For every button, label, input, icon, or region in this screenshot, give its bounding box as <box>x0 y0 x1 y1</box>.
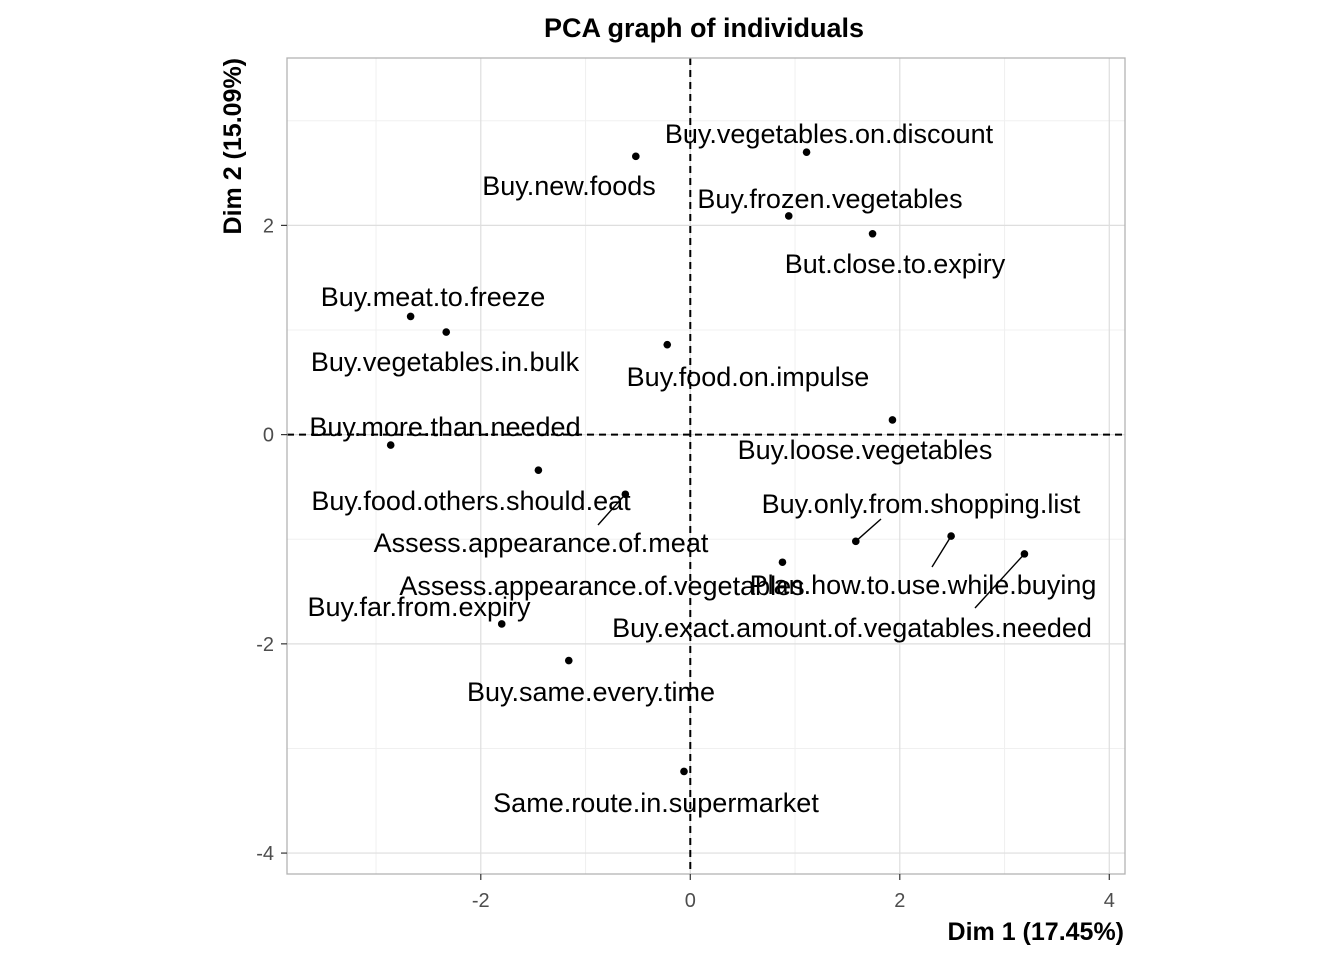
point-label-buy-frozen-vegetables: Buy.frozen.vegetables <box>697 184 962 214</box>
axis-ticks: -2 0 2 4 -4 -2 0 2 <box>256 215 1115 912</box>
connector-assess-appearance-of-meat <box>597 493 626 526</box>
y-tick-label: -4 <box>256 843 274 865</box>
point-label-buy-same-every-time: Buy.same.every.time <box>467 677 715 707</box>
connector-buy-only-from-shopping-list <box>855 518 882 542</box>
point-buy-exact-amount-of-vegatables-needed <box>1020 550 1029 558</box>
point-same-route-in-supermarket <box>680 767 688 776</box>
point-label-buy-food-others-should-eat: Buy.food.others.should.eat <box>311 486 631 516</box>
point-buy-only-from-shopping-list <box>851 537 860 546</box>
point-label-same-route-in-supermarket: Same.route.in.supermarket <box>493 788 819 818</box>
reference-lines <box>287 58 1125 874</box>
point-label-buy-meat-to-freeze: Buy.meat.to.freeze <box>321 282 546 312</box>
panel-border <box>286 57 1126 875</box>
x-tick-label: 2 <box>894 890 905 912</box>
y-tick-label: -2 <box>256 634 274 656</box>
point-label-buy-more-than-needed: Buy.more.than.needed <box>309 412 580 442</box>
point-label-assess-appearance-of-meat: Assess.appearance.of.meat <box>374 528 709 558</box>
point-labels: Buy.vegetables.on.discount Buy.new.foods B… <box>307 119 1096 818</box>
label-connectors <box>597 493 1025 609</box>
chart-title: PCA graph of individuals <box>544 13 864 43</box>
point-buy-vegetables-on-discount <box>802 148 811 156</box>
point-label-buy-loose-vegetables: Buy.loose.vegetables <box>738 435 993 465</box>
connector-plan-how-to-use-while-buying <box>931 535 952 568</box>
x-tick-label: 4 <box>1104 890 1115 912</box>
point-label-buy-only-from-shopping-list: Buy.only.from.shopping.list <box>762 489 1081 519</box>
point-buy-loose-vegetables <box>888 416 897 424</box>
data-points <box>386 148 1029 776</box>
point-label-buy-new-foods: Buy.new.foods <box>482 171 656 201</box>
grid <box>287 58 1125 874</box>
point-label-assess-appearance-of-vegetables: Assess.appearance.of.vegetables <box>399 571 804 601</box>
x-tick-label: 0 <box>685 890 696 912</box>
point-buy-same-every-time <box>564 656 573 665</box>
point-buy-meat-to-freeze <box>406 312 415 321</box>
point-buy-more-than-needed <box>386 441 395 449</box>
point-but-close-to-expiry <box>868 229 877 238</box>
point-label-but-close-to-expiry: But.close.to.expiry <box>785 249 1006 279</box>
point-buy-vegetables-in-bulk <box>442 328 451 336</box>
x-tick-label: -2 <box>472 890 490 912</box>
point-assess-appearance-of-vegetables <box>778 558 787 567</box>
y-axis-title: Dim 2 (15.09%) <box>219 58 247 234</box>
point-buy-frozen-vegetables <box>784 212 793 220</box>
point-label-buy-vegetables-in-bulk: Buy.vegetables.in.bulk <box>311 347 580 377</box>
point-buy-food-on-impulse <box>663 340 672 349</box>
point-plan-how-to-use-while-buying <box>947 532 955 540</box>
point-assess-appearance-of-meat <box>621 490 630 499</box>
point-label-plan-how-to-use-while-buying: Plan.how.to.use.while.buying <box>750 570 1097 600</box>
point-label-buy-food-on-impulse: Buy.food.on.impulse <box>627 362 870 392</box>
point-label-buy-far-from-expiry: Buy.far.from.expiry <box>307 592 531 622</box>
point-buy-new-foods <box>632 152 640 161</box>
point-buy-food-others-should-eat <box>534 466 543 474</box>
y-tick-label: 2 <box>263 215 274 237</box>
connector-buy-exact-amount-of-vegatables-needed <box>974 553 1025 609</box>
point-buy-far-from-expiry <box>497 620 506 628</box>
x-axis-title: Dim 1 (17.45%) <box>948 918 1124 946</box>
point-label-buy-vegetables-on-discount: Buy.vegetables.on.discount <box>665 119 994 149</box>
y-tick-label: 0 <box>263 425 274 447</box>
point-label-buy-exact-amount-of-vegatables-needed: Buy.exact.amount.of.vegatables.needed <box>612 613 1092 643</box>
